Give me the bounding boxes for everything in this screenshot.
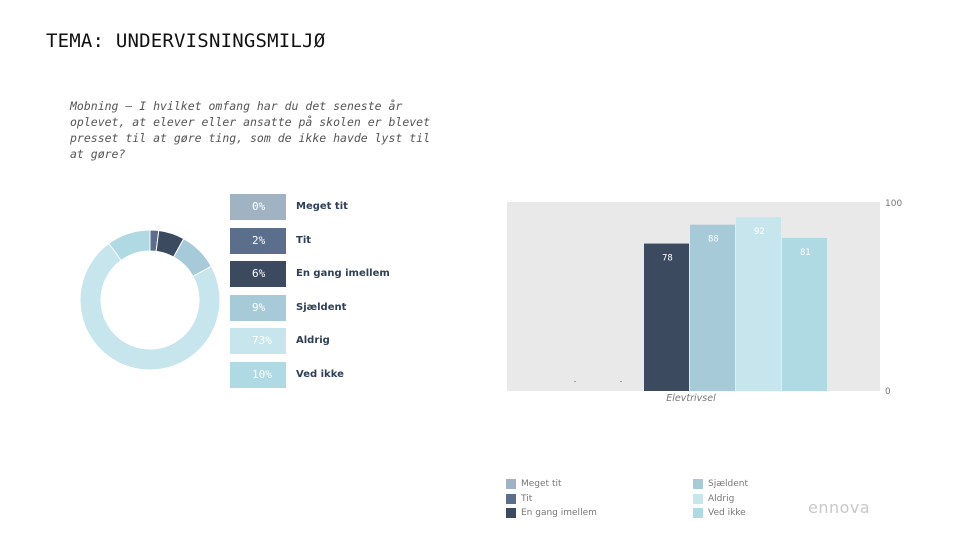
data-label-sjaeldent: 88 — [708, 235, 719, 245]
legend-label-ved-ikke: Ved ikke — [296, 369, 344, 380]
legend-value-aldrig: 73% — [230, 328, 286, 355]
bar-legend-label-tit: Tit — [521, 493, 533, 504]
bar-legend-swatch-ved-ikke — [693, 508, 703, 518]
legend-value-ved-ikke: 10% — [230, 362, 286, 388]
donut-slice-aldrig — [79, 242, 221, 371]
legend-label-en-gang-imellem: En gang imellem — [296, 268, 390, 280]
bar-chart: 100 0 78 88 92 81 Elevtrivsel — [507, 199, 902, 404]
legend-value-tit: 2% — [230, 227, 286, 254]
bar-aldrig — [736, 217, 781, 391]
y-tick-label-min: 0 — [885, 387, 891, 397]
legend-label-sjaeldent: Sjældent — [296, 301, 347, 313]
donut-chart — [79, 229, 221, 371]
bar-legend-label-aldrig: Aldrig — [708, 493, 735, 504]
x-category-label: Elevtrivsel — [666, 393, 716, 404]
bar-legend-label-meget-tit: Meget tit — [521, 479, 562, 489]
bar-legend-label-ved-ikke: Ved ikke — [708, 508, 746, 518]
bar-legend-swatch-tit — [506, 493, 516, 504]
data-label-en-gang-imellem: 78 — [662, 254, 673, 264]
bar-legend-swatch-aldrig — [693, 493, 703, 504]
bar-legend-label-sjaeldent: Sjældent — [708, 479, 749, 489]
legend-value-meget-tit: 0% — [230, 194, 286, 220]
bar-legend-swatch-en-gang-imellem — [506, 508, 516, 518]
data-label-aldrig: 92 — [754, 227, 765, 237]
bar-marker-tit — [620, 381, 622, 382]
ennova-logo: ennova — [808, 498, 871, 517]
legend-value-en-gang-imellem: 6% — [230, 261, 286, 288]
data-label-ved-ikke: 81 — [800, 248, 811, 258]
bar-sjaeldent — [690, 224, 735, 391]
legend-label-meget-tit: Meget tit — [296, 201, 348, 212]
bar-chart-legend: Meget tit Tit En gang imellem Sjældent Aldri… — [506, 478, 806, 522]
question-text: Mobning – I hvilket omfang har du det se… — [70, 99, 431, 161]
legend-label-aldrig: Aldrig — [296, 335, 330, 347]
bar-legend-swatch-sjaeldent — [693, 479, 703, 489]
bar-en-gang-imellem — [644, 243, 689, 391]
donut-slice-ved-ikke — [108, 229, 151, 262]
bar-marker-meget-tit — [574, 381, 576, 382]
bar-legend-swatch-meget-tit — [506, 479, 516, 489]
legend-label-tit: Tit — [296, 234, 312, 246]
y-tick-label-max: 100 — [885, 199, 902, 209]
page-title: TEMA: UNDERVISNINGSMILJØ — [46, 30, 326, 52]
bar-ved-ikke — [782, 237, 827, 391]
legend-value-sjaeldent: 9% — [230, 294, 286, 321]
bar-legend-label-en-gang-imellem: En gang imellem — [521, 508, 597, 518]
